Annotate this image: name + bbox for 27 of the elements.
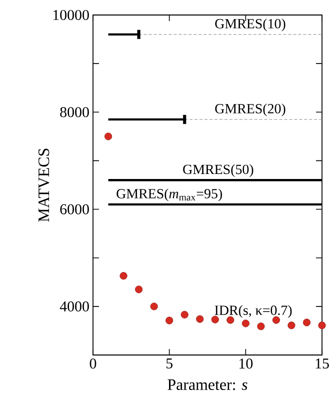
point bbox=[257, 322, 265, 330]
point bbox=[302, 318, 311, 326]
annotation: GMRES(20) bbox=[215, 104, 286, 116]
annotation: GMRES(10) bbox=[215, 18, 286, 32]
annotation: GMRES(m$_{max}$=95) bbox=[116, 188, 222, 202]
point bbox=[180, 310, 188, 318]
point bbox=[120, 272, 128, 280]
point bbox=[318, 322, 326, 330]
y-tick-label: 4000 bbox=[60, 301, 89, 312]
y-tick-label: 6000 bbox=[60, 204, 89, 214]
x-tick-label: 10 bbox=[240, 358, 253, 369]
annotation: IDR(s, κ=0.7) bbox=[214, 305, 292, 318]
y-tick-label: 8000 bbox=[60, 107, 89, 118]
x-tick-label: 5 bbox=[166, 358, 172, 368]
x-axis-title: Parameter: s bbox=[168, 379, 248, 390]
x-tick-label: 15 bbox=[316, 358, 329, 369]
point bbox=[242, 320, 250, 328]
y-tick-label: 10000 bbox=[53, 10, 89, 20]
point bbox=[104, 132, 112, 140]
point bbox=[150, 302, 158, 310]
x-tick-label: 0 bbox=[90, 358, 96, 369]
point bbox=[135, 286, 143, 294]
annotation: GMRES(50) bbox=[183, 164, 254, 177]
point bbox=[196, 315, 204, 323]
point bbox=[166, 316, 174, 324]
point bbox=[288, 322, 296, 330]
y-axis-title: MATVECS bbox=[38, 148, 50, 222]
